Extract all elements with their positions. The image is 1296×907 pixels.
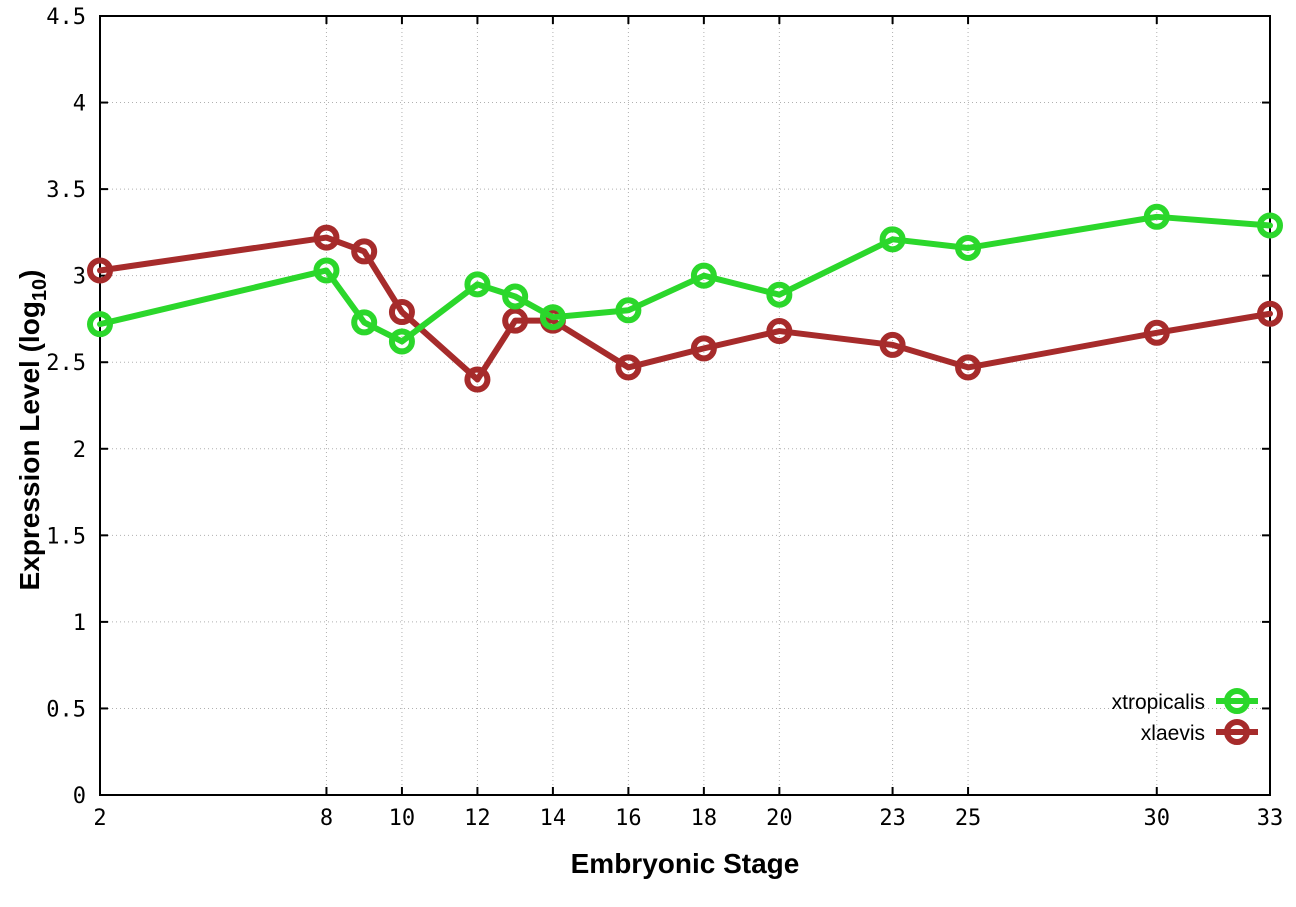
marker-xlaevis: [766, 318, 793, 345]
marker-xtropicalis: [955, 234, 982, 261]
x-axis-title: Embryonic Stage: [570, 848, 800, 879]
marker-xlaevis: [955, 354, 982, 381]
marker-xtropicalis: [766, 281, 793, 308]
x-tick-label: 14: [540, 806, 567, 831]
y-axis-title-close: ): [14, 269, 46, 279]
marker-xtropicalis: [351, 309, 378, 336]
x-tick-label: 2: [93, 806, 106, 831]
marker-xlaevis: [615, 354, 642, 381]
legend-sample-marker-xtropicalis: [1224, 688, 1250, 714]
marker-xtropicalis: [1257, 212, 1283, 239]
x-tick-label: 10: [389, 806, 416, 831]
plot-border: [99, 15, 1271, 796]
x-tick-label: 18: [691, 806, 718, 831]
y-axis-title-text: Expression Level (log: [14, 301, 46, 591]
marker-xlaevis: [690, 335, 717, 362]
marker-xtropicalis: [87, 311, 113, 338]
y-tick-label: 1: [73, 611, 86, 636]
marker-xtropicalis: [1143, 203, 1170, 230]
y-tick-label: 0.5: [46, 697, 86, 722]
marker-xtropicalis: [502, 283, 529, 310]
x-tick-label: 16: [615, 806, 642, 831]
marker-xlaevis: [351, 238, 378, 265]
marker-xtropicalis: [690, 262, 717, 289]
marker-xtropicalis: [539, 304, 566, 331]
y-tick-label: 0: [73, 784, 86, 809]
y-axis-title-subscript: 10: [28, 278, 51, 302]
y-tick-label: 3: [73, 265, 86, 290]
x-tick-label: 8: [320, 806, 333, 831]
marker-xlaevis: [87, 257, 113, 284]
marker-xtropicalis: [615, 297, 642, 324]
marker-xlaevis: [502, 307, 529, 334]
marker-xtropicalis: [464, 271, 491, 298]
y-tick-label: 1.5: [46, 524, 86, 549]
marker-xlaevis: [313, 224, 340, 251]
y-tick-label: 2: [73, 438, 86, 463]
x-tick-label: 23: [879, 806, 906, 831]
marker-xtropicalis: [879, 226, 906, 253]
y-axis-title: Expression Level (log10): [14, 270, 52, 591]
legend-sample-marker-xlaevis: [1224, 719, 1250, 745]
x-tick-label: 20: [766, 806, 793, 831]
marker-xlaevis: [1257, 300, 1283, 327]
x-tick-label: 30: [1144, 806, 1171, 831]
x-tick-label: 33: [1257, 806, 1284, 831]
y-tick-label: 4.5: [46, 5, 86, 30]
marker-xtropicalis: [313, 257, 340, 284]
x-tick-label: 25: [955, 806, 982, 831]
marker-xlaevis: [879, 331, 906, 358]
y-tick-label: 4: [73, 92, 86, 117]
marker-xlaevis: [388, 299, 415, 326]
legend-label-xlaevis: xlaevis: [1141, 722, 1205, 745]
marker-xlaevis: [464, 366, 491, 393]
legend-label-xtropicalis: xtropicalis: [1112, 691, 1205, 714]
y-tick-label: 2.5: [46, 351, 86, 376]
marker-xtropicalis: [388, 328, 415, 355]
x-tick-label: 12: [464, 806, 491, 831]
y-tick-label: 3.5: [46, 178, 86, 203]
series-line-xlaevis: [97, 234, 1273, 383]
series-line-xtropicalis: [97, 213, 1273, 345]
marker-xlaevis: [1143, 319, 1170, 346]
